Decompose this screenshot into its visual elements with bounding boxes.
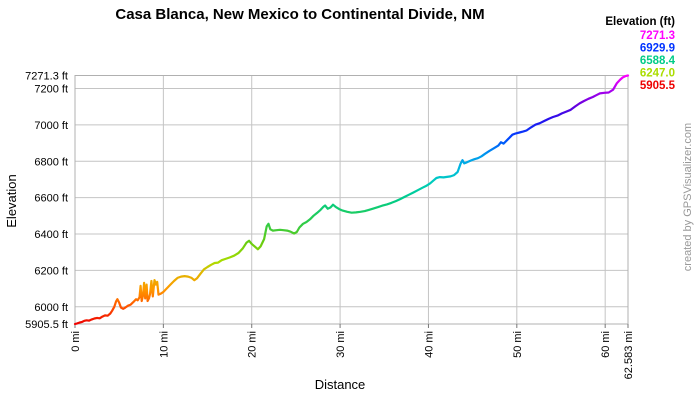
elevation-profile-line bbox=[73, 74, 630, 326]
x-tick-label: 30 mi bbox=[335, 331, 347, 358]
y-tick-label: 6000 ft bbox=[34, 302, 68, 314]
x-tick-label: 20 mi bbox=[247, 331, 259, 358]
x-tick-label: 40 mi bbox=[423, 331, 435, 358]
y-tick-label: 7271.3 ft bbox=[25, 71, 68, 83]
y-tick-label: 6400 ft bbox=[34, 229, 68, 241]
x-tick-label: 0 mi bbox=[70, 331, 82, 352]
y-tick-label: 6600 ft bbox=[34, 193, 68, 205]
x-tick-label: 62.583 mi bbox=[623, 331, 635, 379]
legend-title: Elevation (ft) bbox=[605, 16, 675, 28]
x-tick-label: 60 mi bbox=[600, 331, 612, 358]
y-tick-label: 6800 ft bbox=[34, 156, 68, 168]
y-tick-label: 7200 ft bbox=[34, 83, 68, 95]
y-axis-tick-labels: 5905.5 ft 6000 ft 6200 ft 6400 ft 6600 ft 680… bbox=[25, 71, 68, 332]
legend-entry: 5905.5 bbox=[640, 80, 676, 92]
x-axis-title: Distance bbox=[315, 377, 366, 392]
x-tick-label: 10 mi bbox=[158, 331, 170, 358]
watermark-credit: created by GPSVisualizer.com bbox=[682, 123, 694, 271]
legend-entry: 6929.9 bbox=[640, 43, 675, 55]
chart-title: Casa Blanca, New Mexico to Continental D… bbox=[115, 6, 484, 23]
x-axis-tick-labels: 0 mi 10 mi 20 mi 30 mi 40 mi 50 mi 60 mi 62.583… bbox=[70, 331, 635, 379]
plot-border bbox=[74, 75, 629, 325]
y-axis-title: Elevation bbox=[4, 174, 19, 227]
y-tick-label: 7000 ft bbox=[34, 120, 68, 132]
axis-ticks bbox=[74, 324, 629, 328]
y-tick-label: 5905.5 ft bbox=[25, 319, 68, 331]
y-tick-label: 6200 ft bbox=[34, 265, 68, 277]
x-tick-label: 50 mi bbox=[512, 331, 524, 358]
legend-entry: 7271.3 bbox=[640, 30, 675, 42]
legend-entry: 6247.0 bbox=[640, 68, 675, 80]
legend-entry: 6588.4 bbox=[640, 55, 676, 67]
